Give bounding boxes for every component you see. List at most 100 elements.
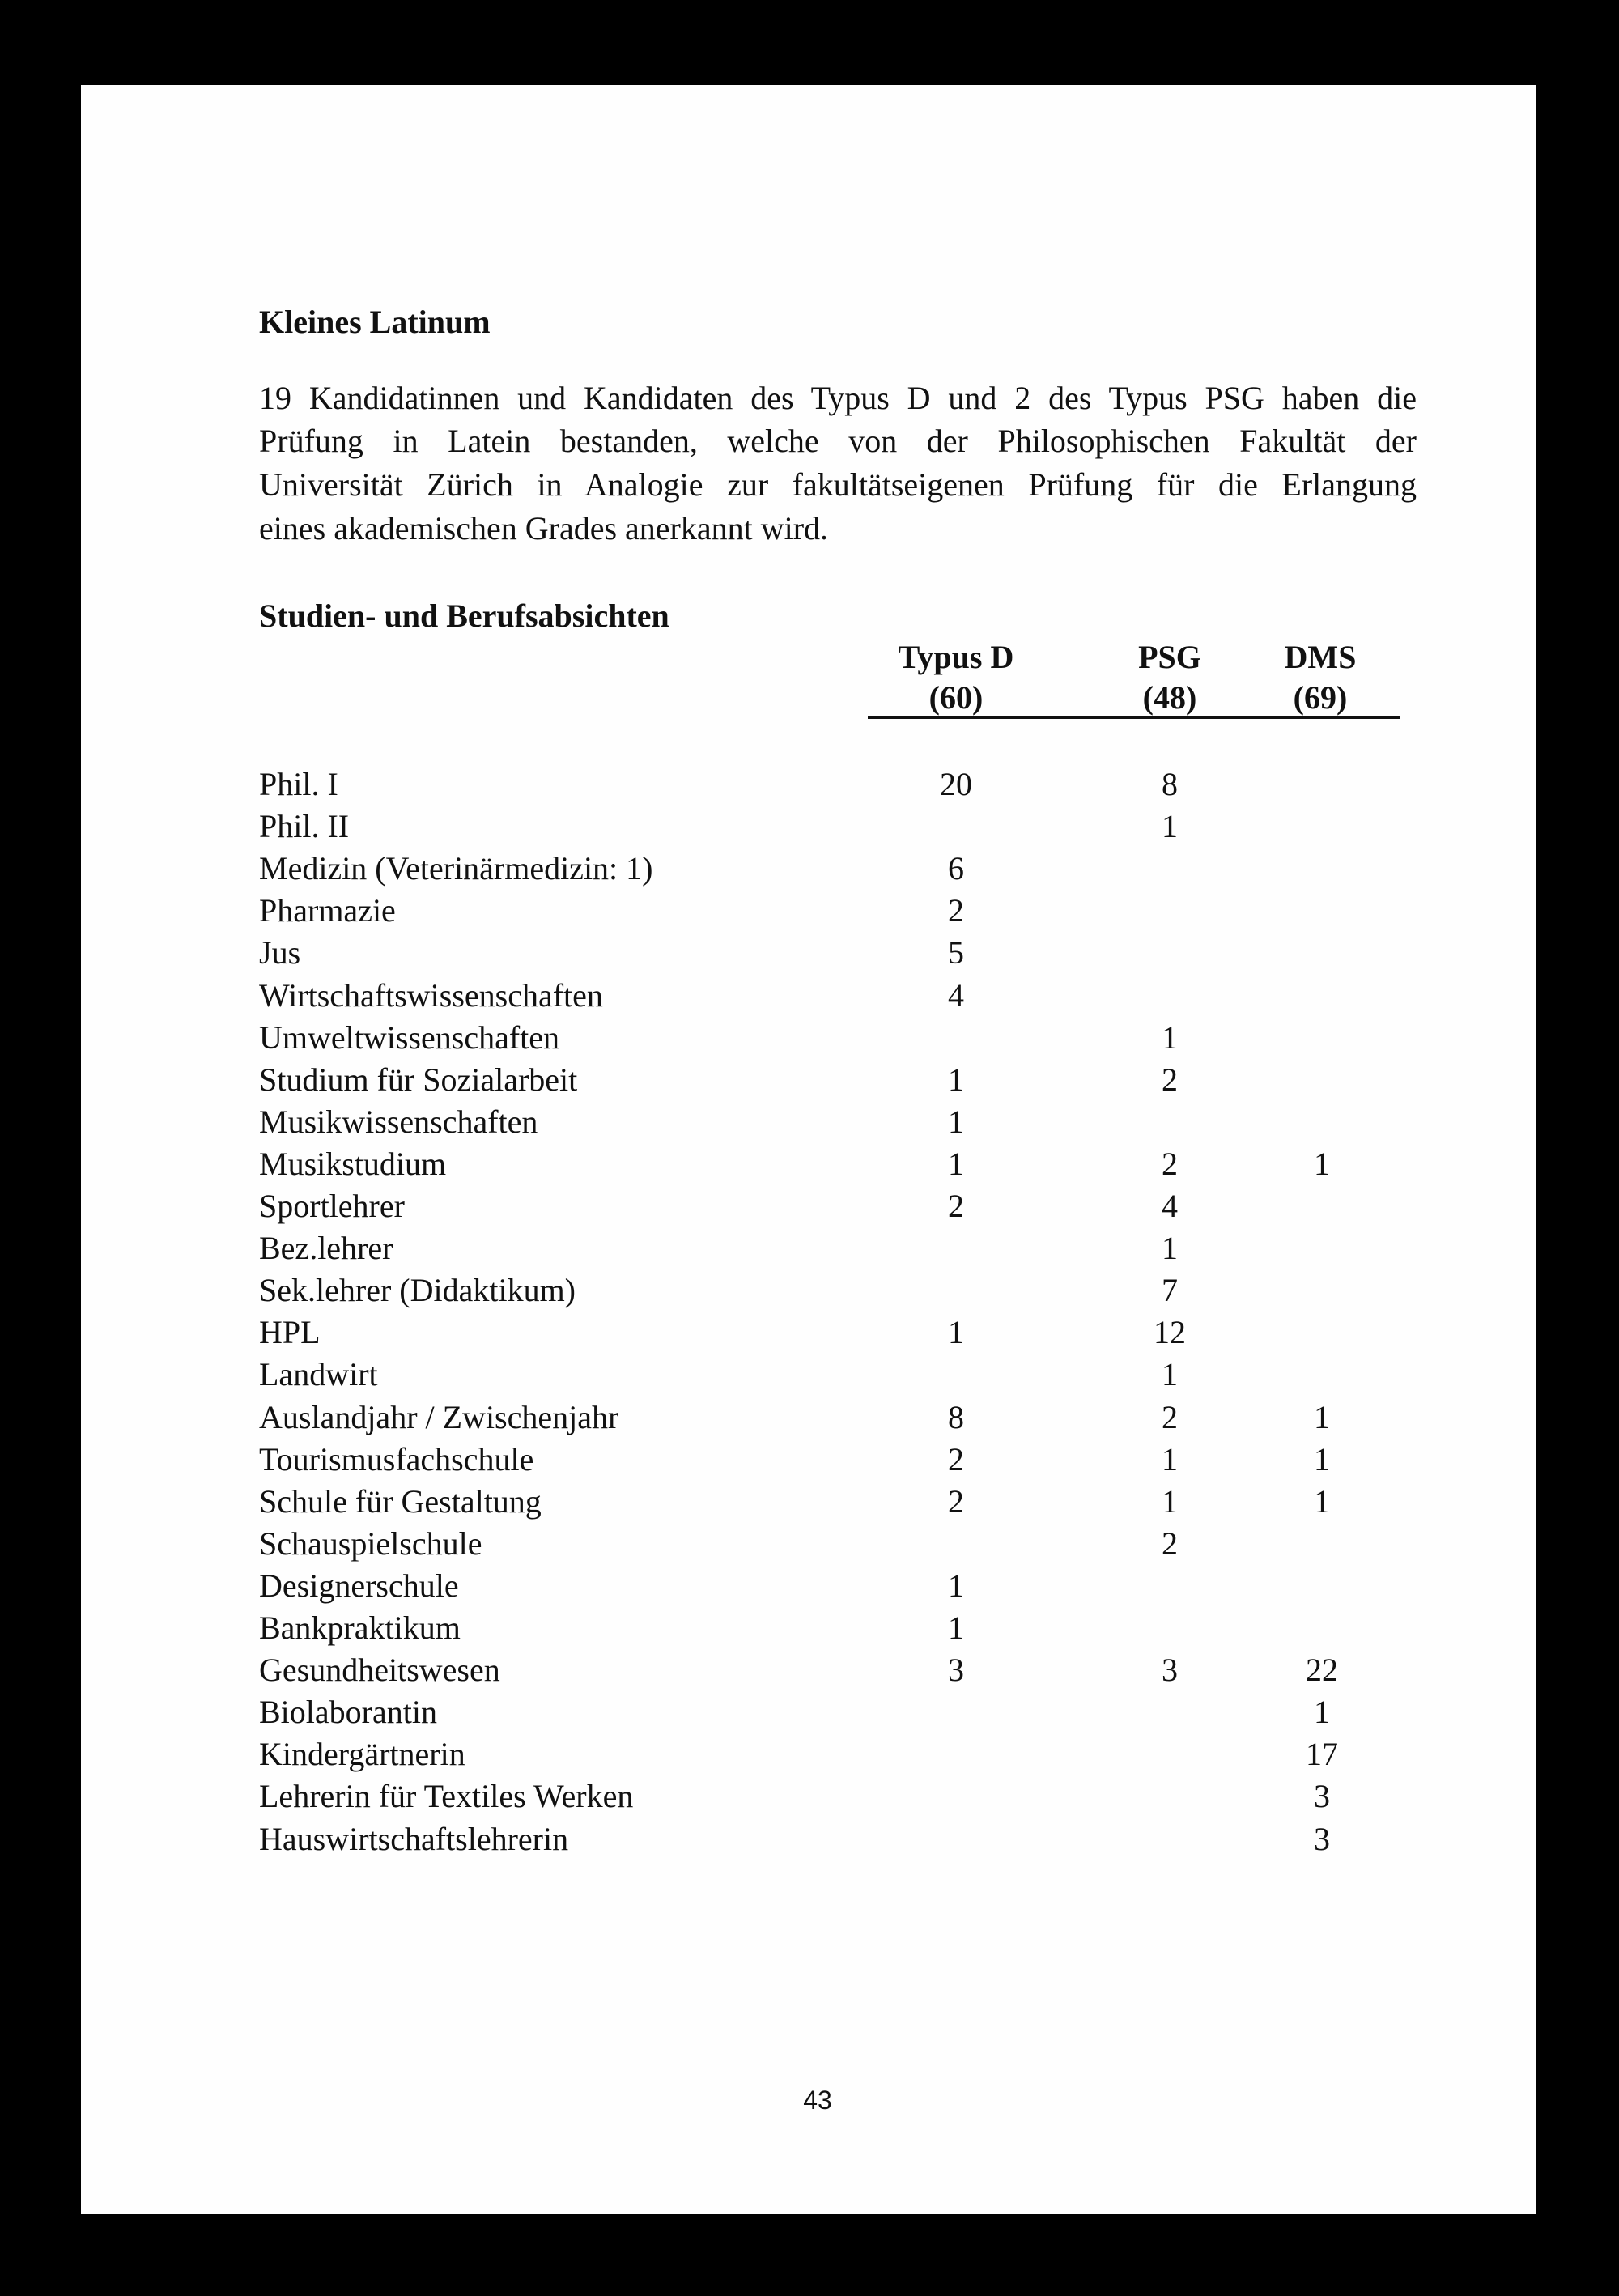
cell-dms: 1 — [1314, 1145, 1330, 1182]
cell-psg: 4 — [1162, 1188, 1178, 1224]
row-label: Musikwissenschaften — [259, 1103, 538, 1140]
table-row: Wirtschaftswissenschaften 4 — [0, 975, 1619, 1017]
row-label: Umweltwissenschaften — [259, 1018, 560, 1056]
row-label: Musikstudium — [259, 1145, 447, 1182]
cell-psg: 2 — [1162, 1061, 1178, 1098]
cell-typus-d: 2 — [948, 1188, 964, 1224]
row-label: Landwirt — [259, 1356, 378, 1393]
table-row: Sek.lehrer (Didaktikum) 7 — [0, 1269, 1619, 1312]
row-label: Wirtschaftswissenschaften — [259, 976, 603, 1014]
row-label: Pharmazie — [259, 892, 396, 929]
page-number: 43 — [803, 2086, 832, 2115]
row-label: Kindergärtnerin — [259, 1736, 465, 1773]
cell-psg: 8 — [1162, 766, 1178, 802]
cell-typus-d: 20 — [940, 766, 972, 802]
column-header-typus-d: Typus D — [898, 639, 1014, 675]
cell-psg: 2 — [1162, 1524, 1178, 1562]
row-label: Bez.lehrer — [259, 1230, 393, 1267]
table-row: Bankpraktikum 1 — [0, 1607, 1619, 1649]
cell-psg: 1 — [1162, 1018, 1178, 1056]
row-label: Auslandjahr / Zwischenjahr — [259, 1398, 619, 1435]
table-row: Biolaborantin 1 — [0, 1691, 1619, 1733]
paragraph-line: Universität Zürich in Analogie zur fakul… — [259, 466, 1417, 503]
cell-psg: 1 — [1162, 1230, 1178, 1267]
table-row: HPL 1 12 — [0, 1312, 1619, 1354]
cell-dms: 1 — [1314, 1440, 1330, 1478]
table-row: Bez.lehrer 1 — [0, 1227, 1619, 1269]
cell-psg: 3 — [1162, 1652, 1178, 1689]
cell-typus-d: 1 — [948, 1103, 964, 1140]
row-label: Sek.lehrer (Didaktikum) — [259, 1272, 576, 1309]
cell-psg: 7 — [1162, 1272, 1178, 1309]
cell-typus-d: 2 — [948, 1482, 964, 1520]
section-heading-kleines-latinum: Kleines Latinum — [259, 304, 491, 340]
column-count-dms: (69) — [1293, 679, 1348, 716]
cell-psg: 1 — [1162, 1440, 1178, 1478]
cell-psg: 1 — [1162, 1356, 1178, 1393]
row-label: Sportlehrer — [259, 1188, 405, 1224]
cell-psg: 2 — [1162, 1145, 1178, 1182]
table-row: Sportlehrer 2 4 — [0, 1185, 1619, 1227]
table-row: Lehrerin für Textiles Werken 3 — [0, 1775, 1619, 1818]
row-label: Jus — [259, 934, 301, 972]
cell-typus-d: 1 — [948, 1609, 964, 1646]
cell-dms: 1 — [1314, 1694, 1330, 1731]
cell-psg: 2 — [1162, 1398, 1178, 1435]
table-row: Medizin (Veterinärmedizin: 1) 6 — [0, 848, 1619, 890]
cell-typus-d: 8 — [948, 1398, 964, 1435]
cell-typus-d: 2 — [948, 1440, 964, 1478]
table-row: Phil. II 1 — [0, 806, 1619, 848]
table-row: Phil. I 20 8 — [0, 763, 1619, 806]
cell-psg: 1 — [1162, 1482, 1178, 1520]
row-label: Designerschule — [259, 1567, 459, 1604]
row-label: Gesundheitswesen — [259, 1652, 500, 1689]
row-label: Schule für Gestaltung — [259, 1482, 542, 1520]
cell-dms: 1 — [1314, 1398, 1330, 1435]
cell-dms: 1 — [1314, 1482, 1330, 1520]
cell-typus-d: 1 — [948, 1314, 964, 1351]
table-row: Musikwissenschaften 1 — [0, 1101, 1619, 1143]
column-count-typus-d: (60) — [928, 679, 984, 716]
row-label: Bankpraktikum — [259, 1609, 461, 1646]
table-row: Schule für Gestaltung 2 1 1 — [0, 1481, 1619, 1523]
row-label: Phil. II — [259, 808, 350, 845]
cell-typus-d: 1 — [948, 1567, 964, 1604]
row-label: Tourismusfachschule — [259, 1440, 534, 1478]
paragraph-line: eines akademischen Grades anerkannt wird… — [259, 510, 829, 546]
row-label: Phil. I — [259, 766, 338, 802]
cell-typus-d: 5 — [948, 934, 964, 972]
table-row: Jus 5 — [0, 932, 1619, 974]
table-row: Musikstudium 1 2 1 — [0, 1143, 1619, 1185]
cell-dms: 22 — [1306, 1652, 1338, 1689]
header-underline — [868, 716, 1400, 719]
cell-psg: 1 — [1162, 808, 1178, 845]
row-label: Hauswirtschaftslehrerin — [259, 1820, 569, 1857]
cell-typus-d: 1 — [948, 1061, 964, 1098]
cell-typus-d: 3 — [948, 1652, 964, 1689]
cell-psg: 12 — [1154, 1314, 1186, 1351]
paragraph-line: Prüfung in Latein bestanden, welche von … — [259, 423, 1417, 459]
paragraph-line: 19 Kandidatinnen und Kandidaten des Typu… — [259, 380, 1417, 416]
table-row: Auslandjahr / Zwischenjahr 8 2 1 — [0, 1397, 1619, 1439]
table-row: Umweltwissenschaften 1 — [0, 1017, 1619, 1059]
row-label: Lehrerin für Textiles Werken — [259, 1778, 634, 1815]
cell-typus-d: 1 — [948, 1145, 964, 1182]
row-label: Biolaborantin — [259, 1694, 437, 1731]
table-row: Hauswirtschaftslehrerin 3 — [0, 1818, 1619, 1860]
table-row: Gesundheitswesen 3 3 22 — [0, 1649, 1619, 1691]
cell-typus-d: 6 — [948, 850, 964, 887]
table-row: Pharmazie 2 — [0, 890, 1619, 932]
cell-typus-d: 4 — [948, 976, 964, 1014]
row-label: Medizin (Veterinärmedizin: 1) — [259, 850, 653, 887]
cell-dms: 17 — [1306, 1736, 1338, 1773]
cell-typus-d: 2 — [948, 892, 964, 929]
table-row: Studium für Sozialarbeit 1 2 — [0, 1059, 1619, 1101]
section-heading-studienabsichten: Studien- und Berufsabsichten — [259, 597, 669, 634]
column-header-psg: PSG — [1138, 639, 1201, 675]
row-label: Studium für Sozialarbeit — [259, 1061, 578, 1098]
table-row: Landwirt 1 — [0, 1354, 1619, 1396]
table-row: Designerschule 1 — [0, 1565, 1619, 1607]
column-header-dms: DMS — [1284, 639, 1357, 675]
row-label: Schauspielschule — [259, 1524, 482, 1562]
cell-dms: 3 — [1314, 1778, 1330, 1815]
